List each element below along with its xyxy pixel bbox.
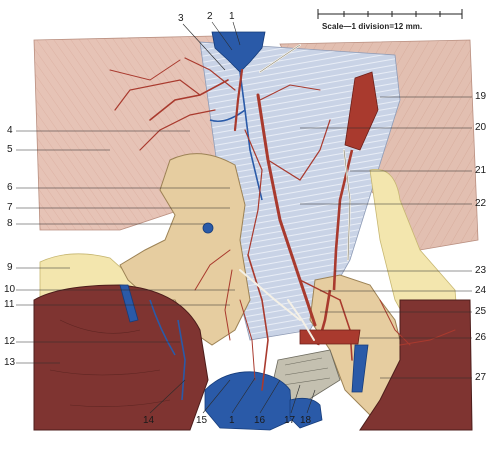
- label-21: 21: [475, 165, 487, 176]
- label-7: 7: [7, 202, 13, 213]
- scale-bar: [317, 9, 463, 19]
- label-17: 17: [284, 415, 296, 426]
- label-15: 15: [196, 415, 208, 426]
- veins: [119, 31, 369, 431]
- left-lobe-texture: [49, 319, 171, 407]
- label-6: 6: [7, 182, 13, 193]
- label-14: 14: [143, 415, 155, 426]
- label-27: 27: [475, 372, 487, 383]
- label-9: 9: [7, 262, 13, 273]
- label-18: 18: [300, 415, 312, 426]
- right-lobe: [359, 299, 473, 431]
- label-2: 2: [207, 11, 213, 22]
- label-23: 23: [475, 265, 487, 276]
- leader-lines: [16, 21, 472, 414]
- label-13: 13: [4, 357, 16, 368]
- left-lobe: [33, 284, 209, 431]
- label-20: 20: [475, 122, 487, 133]
- right-artery-trunk: [344, 71, 379, 151]
- label-10: 10: [4, 284, 16, 295]
- red-vessel-junction: [299, 329, 361, 345]
- label-3: 3: [178, 13, 184, 24]
- label-12: 12: [4, 336, 16, 347]
- label-24: 24: [475, 285, 487, 296]
- label-11: 11: [4, 299, 15, 310]
- label-25: 25: [475, 306, 487, 317]
- label-5: 5: [7, 144, 13, 155]
- vertebral-lines: [282, 357, 331, 386]
- label-22: 22: [475, 198, 487, 209]
- label-8: 8: [7, 218, 13, 229]
- arteries: [109, 57, 456, 391]
- label-19: 19: [475, 91, 487, 102]
- label-16: 16: [254, 415, 266, 426]
- label-1-lower: 1: [229, 415, 235, 426]
- scale-label: Scale—1 division=12 mm.: [322, 22, 423, 31]
- label-1: 1: [229, 11, 235, 22]
- label-4: 4: [7, 125, 13, 136]
- nerve-outlines: [259, 44, 351, 261]
- label-26: 26: [475, 332, 487, 343]
